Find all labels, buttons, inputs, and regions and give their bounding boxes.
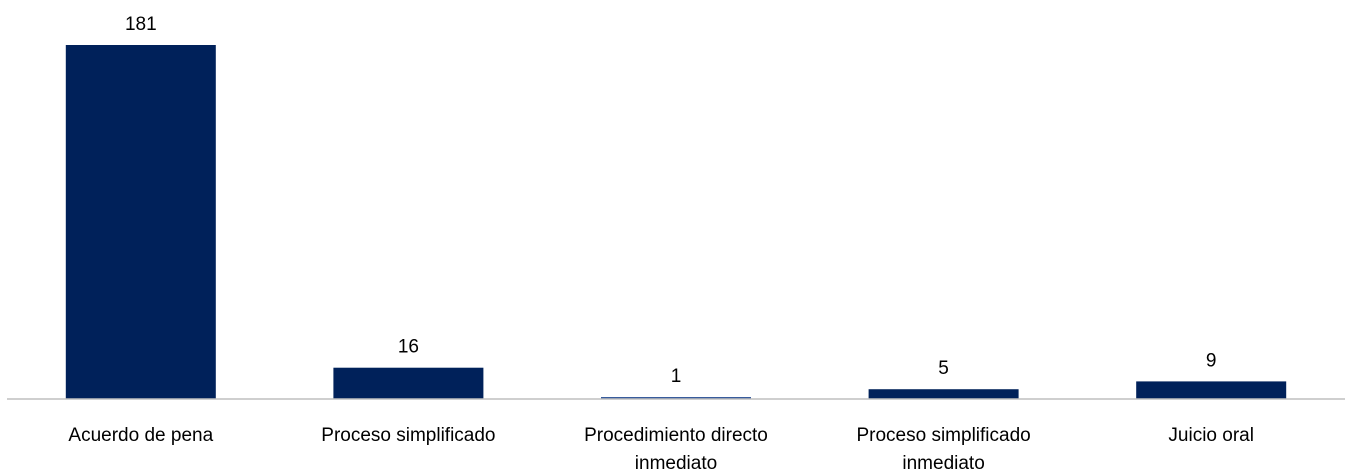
value-label-4: 9 [1206, 350, 1217, 371]
bar-1 [333, 367, 484, 399]
value-labels-group: 181 16 1 5 9 [125, 14, 1217, 387]
bar-2 [601, 397, 751, 399]
value-label-2: 1 [671, 366, 682, 387]
bar-4 [1136, 381, 1287, 399]
category-label-4: Juicio oral [1168, 425, 1254, 446]
bars-group [65, 45, 1287, 399]
category-label-0: Acuerdo de pena [68, 425, 213, 446]
value-label-0: 181 [125, 14, 157, 35]
bar-3 [868, 389, 1019, 399]
category-label-2: Procedimiento directo inmediato [584, 425, 768, 472]
bar-0 [65, 45, 216, 399]
category-label-3: Proceso simplificado inmediato [856, 425, 1030, 472]
value-label-3: 5 [938, 358, 949, 379]
category-label-1: Proceso simplificado [321, 425, 495, 446]
value-label-1: 16 [398, 337, 419, 358]
category-labels-group: Acuerdo de pena Proceso simplificado Proce… [68, 425, 1254, 472]
